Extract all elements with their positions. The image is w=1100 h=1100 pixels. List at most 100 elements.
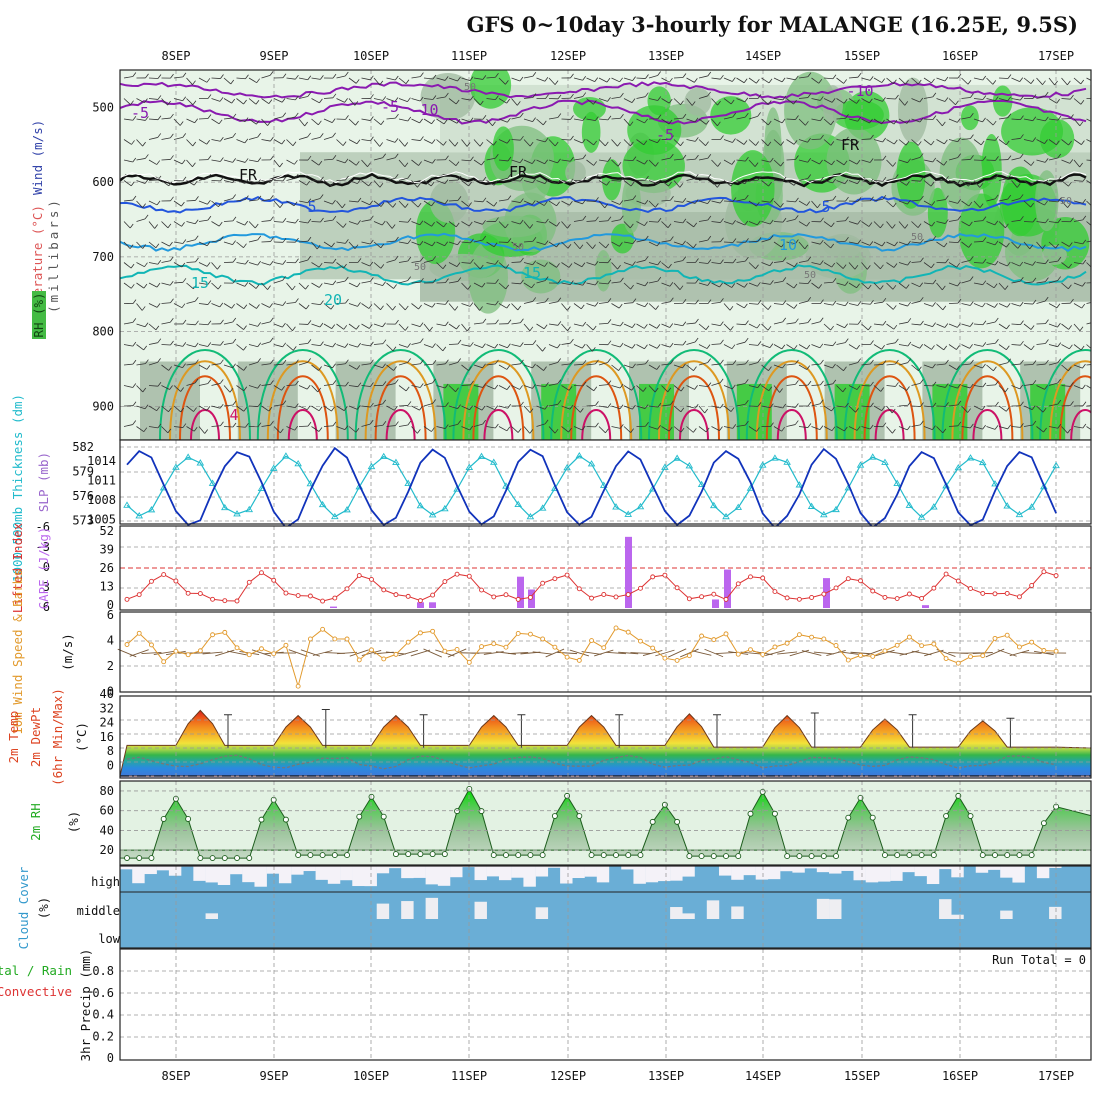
wind-barb-flag <box>830 222 835 228</box>
wind-barb-flag <box>845 136 849 142</box>
wind-barb <box>711 118 718 127</box>
rh-marker <box>148 855 155 862</box>
wind-barb <box>561 200 570 206</box>
wind-barb <box>561 426 569 433</box>
wind-barb-flag <box>982 75 987 81</box>
wind-barb <box>723 221 733 225</box>
wind-barb <box>586 262 596 266</box>
rh-low-patch <box>736 383 772 440</box>
wind-barb-flag <box>595 359 599 365</box>
wind-barb-flag <box>717 121 721 127</box>
wind-barb-flag <box>944 219 949 224</box>
wind-barb <box>1011 323 1021 325</box>
wind-barb <box>586 220 596 222</box>
wind-barb-flag <box>945 195 949 200</box>
wind-barb-flag <box>167 223 172 229</box>
wind-barb <box>423 303 433 308</box>
wind-barb-flag <box>495 423 499 429</box>
wind-barb <box>736 323 746 326</box>
wind-barb-flag <box>807 423 812 428</box>
wind-barb <box>398 241 408 244</box>
wind-barb-flag <box>407 420 412 426</box>
wind-barb-flag <box>982 216 987 221</box>
wind-barb <box>398 303 406 311</box>
wind-barb <box>748 200 757 207</box>
wind-barb-flag <box>720 218 724 223</box>
lifted-index-marker <box>674 585 680 591</box>
wind-barb-flag <box>719 282 723 288</box>
wind-barb <box>448 362 458 366</box>
wind-barb <box>998 178 1008 181</box>
wind-barb <box>873 77 882 83</box>
wind-barb-10m <box>972 652 993 654</box>
wind-barb <box>586 98 594 105</box>
wind-barb-flag <box>1095 360 1098 364</box>
wind-barb <box>673 364 683 369</box>
wind-barb <box>361 159 368 167</box>
wind-barb <box>398 221 409 223</box>
wind-barb-flag <box>554 80 559 85</box>
wind-barb <box>898 241 908 246</box>
wind-barb-flag <box>745 256 749 262</box>
wind-barb-flag <box>130 284 135 289</box>
wind-barb-flag <box>269 337 274 343</box>
wind-barb-flag <box>1019 384 1024 390</box>
rh-low-patch <box>1030 383 1066 440</box>
wind-barb-flag <box>807 318 812 323</box>
wind-barb-flag <box>907 358 912 363</box>
cloud-high-bar <box>474 866 487 881</box>
wind-barb-flag <box>779 388 783 393</box>
wind-barb-flag <box>580 304 585 310</box>
wind-barb-flag <box>680 427 685 433</box>
wind-barb-flag <box>243 99 247 105</box>
wind-barb-flag <box>644 344 648 349</box>
wind-barb-flag <box>820 217 824 223</box>
wind-barb <box>823 383 833 386</box>
day-label-top: 12SEP <box>550 49 586 63</box>
wind-barb <box>298 180 307 186</box>
wind-marker <box>454 647 460 652</box>
wind-barb <box>598 241 607 249</box>
thickness-marker <box>221 503 229 511</box>
wind-barb-flag <box>557 278 562 284</box>
wind-barb <box>198 262 208 267</box>
wind-barb-flag <box>307 339 312 344</box>
wind-barb-flag <box>1093 265 1096 269</box>
wind-barb-flag <box>807 72 812 78</box>
wind-barb <box>848 139 857 146</box>
rh-marker <box>551 813 558 819</box>
wind-barb-flag <box>868 222 873 227</box>
temp-grid <box>120 696 1091 778</box>
wind-marker <box>711 637 717 643</box>
wind-barb-flag <box>332 215 337 221</box>
wind-barb <box>298 118 306 127</box>
wind-barb-flag <box>332 93 337 99</box>
wind-barb <box>473 159 482 166</box>
wind-barb-flag <box>431 201 435 207</box>
wind-barb-flag <box>745 400 749 405</box>
wind-barb <box>773 221 784 223</box>
wind-barb-flag <box>182 176 187 182</box>
wind-barb <box>911 118 921 123</box>
wind-barb-flag <box>769 219 774 225</box>
wind-barb <box>686 77 695 83</box>
rh-patch <box>897 77 928 144</box>
wind-barb-flag <box>1020 115 1024 120</box>
wind-barb-flag <box>1095 157 1098 161</box>
wind-barb <box>311 198 321 202</box>
wind-barb <box>811 241 821 245</box>
wind-barb-flag <box>445 359 449 365</box>
wind-barb <box>973 98 983 100</box>
wind-barb-flag <box>957 179 961 185</box>
wind-barb-flag <box>970 93 974 98</box>
wind-barb <box>611 344 621 348</box>
wind-barb-flag <box>344 343 349 348</box>
wind-barb-flag <box>793 140 798 145</box>
wind-barb-flag <box>843 426 848 432</box>
wind-barb-flag <box>469 342 474 347</box>
wind-barb-flag <box>980 140 985 146</box>
wind-barb-flag <box>1057 276 1061 281</box>
wind-barb <box>723 344 733 350</box>
wind-barb <box>923 344 932 350</box>
wind-barb-10m <box>863 649 883 657</box>
